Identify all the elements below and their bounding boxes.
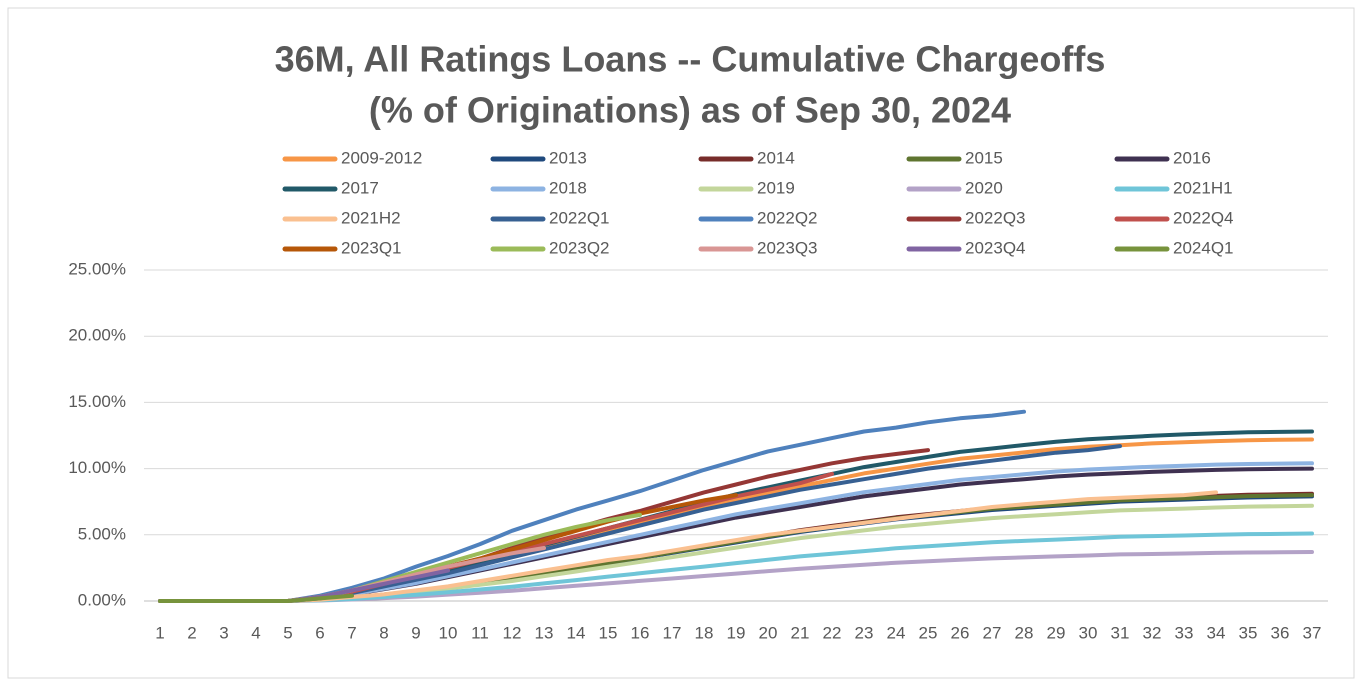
- legend-label: 2020: [965, 178, 1003, 197]
- x-tick-label: 30: [1079, 623, 1098, 642]
- legend-label: 2023Q3: [757, 238, 818, 257]
- legend-label: 2023Q2: [549, 238, 610, 257]
- x-tick-label: 1: [155, 623, 164, 642]
- chart-subtitle: (% of Originations) as of Sep 30, 2024: [369, 90, 1011, 131]
- series-line: [158, 593, 354, 603]
- legend-label: 2023Q4: [965, 238, 1026, 257]
- x-tick-label: 5: [283, 623, 292, 642]
- x-tick-label: 28: [1015, 623, 1034, 642]
- x-tick-label: 26: [951, 623, 970, 642]
- x-tick-label: 16: [631, 623, 650, 642]
- legend-label: 2018: [549, 178, 587, 197]
- chart-title: 36M, All Ratings Loans -- Cumulative Cha…: [275, 39, 1106, 80]
- y-tick-label: 25.00%: [68, 259, 126, 278]
- legend-label: 2022Q4: [1173, 208, 1234, 227]
- legend-label: 2014: [757, 148, 795, 167]
- y-tick-label: 20.00%: [68, 326, 126, 345]
- x-tick-label: 17: [663, 623, 682, 642]
- legend-label: 2022Q2: [757, 208, 818, 227]
- x-tick-label: 32: [1143, 623, 1162, 642]
- x-tick-label: 34: [1207, 623, 1226, 642]
- x-tick-label: 6: [315, 623, 324, 642]
- legend-label: 2022Q3: [965, 208, 1026, 227]
- x-tick-label: 25: [919, 623, 938, 642]
- x-tick-label: 12: [503, 623, 522, 642]
- x-tick-label: 36: [1271, 623, 1290, 642]
- legend-label: 2015: [965, 148, 1003, 167]
- x-tick-label: 4: [251, 623, 260, 642]
- x-tick-label: 35: [1239, 623, 1258, 642]
- x-tick-label: 13: [535, 623, 554, 642]
- x-tick-label: 29: [1047, 623, 1066, 642]
- x-tick-label: 31: [1111, 623, 1130, 642]
- x-tick-label: 27: [983, 623, 1002, 642]
- legend-label: 2017: [341, 178, 379, 197]
- legend-label: 2009-2012: [341, 148, 422, 167]
- legend-label: 2013: [549, 148, 587, 167]
- legend-label: 2021H2: [341, 208, 401, 227]
- x-tick-label: 19: [727, 623, 746, 642]
- legend-label: 2022Q1: [549, 208, 610, 227]
- y-tick-label: 0.00%: [78, 590, 126, 609]
- x-tick-label: 20: [759, 623, 778, 642]
- x-tick-label: 18: [695, 623, 714, 642]
- legend-label: 2024Q1: [1173, 238, 1234, 257]
- y-tick-label: 10.00%: [68, 458, 126, 477]
- x-tick-label: 7: [347, 623, 356, 642]
- legend-label: 2019: [757, 178, 795, 197]
- x-tick-label: 21: [791, 623, 810, 642]
- x-tick-label: 11: [471, 623, 489, 642]
- legend-label: 2016: [1173, 148, 1211, 167]
- x-tick-label: 22: [823, 623, 842, 642]
- x-tick-label: 2: [187, 623, 196, 642]
- x-tick-label: 33: [1175, 623, 1194, 642]
- y-tick-label: 15.00%: [68, 392, 126, 411]
- chart-frame: [7, 7, 1355, 679]
- legend-label: 2021H1: [1173, 178, 1233, 197]
- x-tick-label: 24: [887, 623, 906, 642]
- x-tick-label: 37: [1303, 623, 1322, 642]
- x-tick-label: 10: [439, 623, 458, 642]
- x-tick-label: 8: [379, 623, 388, 642]
- x-tick-label: 9: [411, 623, 420, 642]
- y-tick-label: 5.00%: [78, 524, 126, 543]
- x-tick-label: 15: [599, 623, 618, 642]
- x-tick-label: 3: [219, 623, 228, 642]
- x-tick-label: 23: [855, 623, 874, 642]
- x-tick-label: 14: [567, 623, 586, 642]
- legend-label: 2023Q1: [341, 238, 402, 257]
